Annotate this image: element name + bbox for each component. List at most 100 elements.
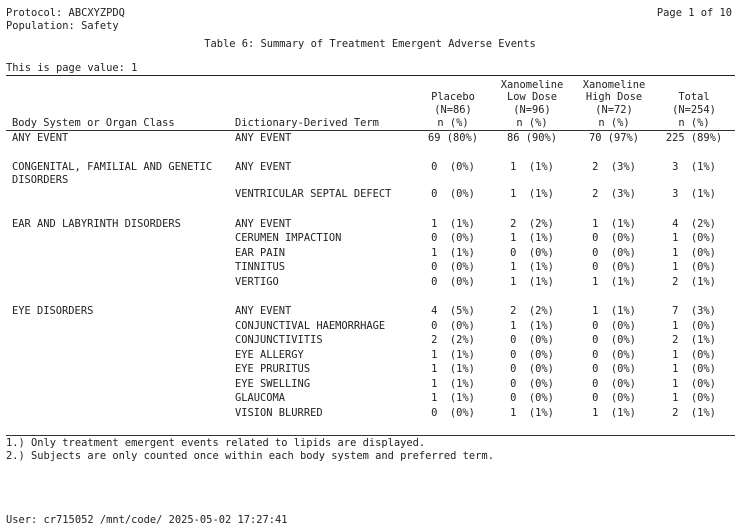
row-cell-t: 2 (1%) [672, 276, 716, 288]
table-title: Table 6: Summary of Treatment Emergent A… [204, 38, 536, 50]
row-cell-h: 0 (0%) [592, 247, 636, 259]
row-term: VERTIGO [235, 276, 279, 288]
user-footer: User: cr715052 /mnt/code/ 2025-05-02 17:… [6, 514, 288, 526]
row-cell-l: 1 (1%) [510, 232, 554, 244]
row-cell-l: 1 (1%) [510, 188, 554, 200]
col-term-header: Dictionary-Derived Term [235, 117, 379, 129]
row-cell-t: 7 (3%) [672, 305, 716, 317]
row-cell-l: 0 (0%) [510, 334, 554, 346]
row-cell-t: 225 (89%) [665, 132, 723, 144]
row-term: TINNITUS [235, 261, 286, 273]
row-cell-p: 1 (1%) [431, 349, 475, 361]
row-term: EYE PRURITUS [235, 363, 311, 375]
header-rule [6, 130, 735, 131]
row-cell-t: 4 (2%) [672, 218, 716, 230]
row-cell-p: 0 (0%) [431, 407, 475, 419]
row-term: ANY EVENT [235, 132, 292, 144]
row-cell-l: 1 (1%) [510, 320, 554, 332]
col-high-line2: High Dose [585, 91, 643, 103]
row-cell-t: 1 (0%) [672, 363, 716, 375]
row-cell-p: 2 (2%) [431, 334, 475, 346]
col-placebo-line2: (N=86) [434, 104, 472, 116]
row-cell-p: 0 (0%) [431, 261, 475, 273]
col-total-line3: n (%) [678, 117, 710, 129]
row-cell-h: 0 (0%) [592, 349, 636, 361]
row-cell-t: 1 (0%) [672, 320, 716, 332]
page-indicator: Page 1 of 10 [656, 7, 732, 19]
row-cell-t: 1 (0%) [672, 261, 716, 273]
col-low-line1: Xanomeline [500, 79, 564, 91]
row-cell-t: 1 (0%) [672, 232, 716, 244]
row-soc: CONGENITAL, FAMILIAL AND GENETIC [12, 161, 213, 173]
row-cell-h: 1 (1%) [592, 218, 636, 230]
row-cell-l: 1 (1%) [510, 161, 554, 173]
col-high-line3: (N=72) [595, 104, 633, 116]
bottom-rule [6, 435, 735, 436]
row-soc: ANY EVENT [12, 132, 69, 144]
row-soc-cont: DISORDERS [12, 174, 69, 186]
col-placebo-line3: n (%) [437, 117, 469, 129]
row-cell-t: 1 (0%) [672, 247, 716, 259]
row-term: ANY EVENT [235, 305, 292, 317]
row-cell-l: 0 (0%) [510, 392, 554, 404]
row-cell-p: 1 (1%) [431, 392, 475, 404]
row-cell-h: 0 (0%) [592, 363, 636, 375]
row-cell-l: 2 (2%) [510, 305, 554, 317]
row-cell-h: 70 (97%) [588, 132, 640, 144]
row-cell-l: 86 (90%) [506, 132, 558, 144]
row-cell-t: 1 (0%) [672, 349, 716, 361]
row-cell-p: 0 (0%) [431, 276, 475, 288]
row-cell-h: 2 (3%) [592, 161, 636, 173]
row-cell-l: 0 (0%) [510, 247, 554, 259]
row-cell-h: 0 (0%) [592, 392, 636, 404]
row-cell-h: 2 (3%) [592, 188, 636, 200]
row-cell-l: 1 (1%) [510, 276, 554, 288]
row-cell-l: 0 (0%) [510, 349, 554, 361]
row-cell-t: 1 (0%) [672, 378, 716, 390]
col-high-line4: n (%) [598, 117, 630, 129]
row-cell-t: 3 (1%) [672, 161, 716, 173]
row-term: VISION BLURRED [235, 407, 323, 419]
row-term: CONJUNCTIVAL HAEMORRHAGE [235, 320, 386, 332]
footnote-2: 2.) Subjects are only counted once withi… [6, 450, 494, 462]
row-cell-h: 0 (0%) [592, 232, 636, 244]
row-cell-p: 69 (80%) [427, 132, 479, 144]
row-cell-p: 1 (1%) [431, 378, 475, 390]
row-cell-l: 1 (1%) [510, 261, 554, 273]
row-cell-t: 2 (1%) [672, 407, 716, 419]
population-label: Population: Safety [6, 20, 119, 32]
row-cell-h: 0 (0%) [592, 378, 636, 390]
row-term: CERUMEN IMPACTION [235, 232, 342, 244]
row-term: VENTRICULAR SEPTAL DEFECT [235, 188, 392, 200]
footnote-1: 1.) Only treatment emergent events relat… [6, 437, 426, 449]
row-soc: EYE DISORDERS [12, 305, 94, 317]
row-cell-h: 1 (1%) [592, 305, 636, 317]
col-low-line2: Low Dose [506, 91, 558, 103]
row-cell-h: 0 (0%) [592, 261, 636, 273]
row-cell-h: 1 (1%) [592, 276, 636, 288]
page-value-label: This is page value: 1 [6, 62, 138, 74]
row-cell-l: 2 (2%) [510, 218, 554, 230]
row-cell-p: 1 (1%) [431, 363, 475, 375]
row-cell-p: 1 (1%) [431, 247, 475, 259]
row-cell-p: 0 (0%) [431, 161, 475, 173]
row-cell-t: 3 (1%) [672, 188, 716, 200]
row-cell-p: 4 (5%) [431, 305, 475, 317]
row-cell-h: 1 (1%) [592, 407, 636, 419]
row-cell-l: 0 (0%) [510, 378, 554, 390]
col-total-line2: (N=254) [672, 104, 716, 116]
col-low-line4: n (%) [516, 117, 548, 129]
protocol-label: Protocol: ABCXYZPDQ [6, 7, 125, 19]
row-term: EYE SWELLING [235, 378, 311, 390]
row-cell-h: 0 (0%) [592, 334, 636, 346]
row-cell-t: 2 (1%) [672, 334, 716, 346]
row-cell-h: 0 (0%) [592, 320, 636, 332]
row-cell-p: 1 (1%) [431, 218, 475, 230]
row-term: ANY EVENT [235, 218, 292, 230]
row-cell-l: 1 (1%) [510, 407, 554, 419]
row-cell-l: 0 (0%) [510, 363, 554, 375]
top-rule [6, 75, 735, 76]
row-term: EAR PAIN [235, 247, 286, 259]
col-soc-header: Body System or Organ Class [12, 117, 175, 129]
col-high-line1: Xanomeline [582, 79, 646, 91]
